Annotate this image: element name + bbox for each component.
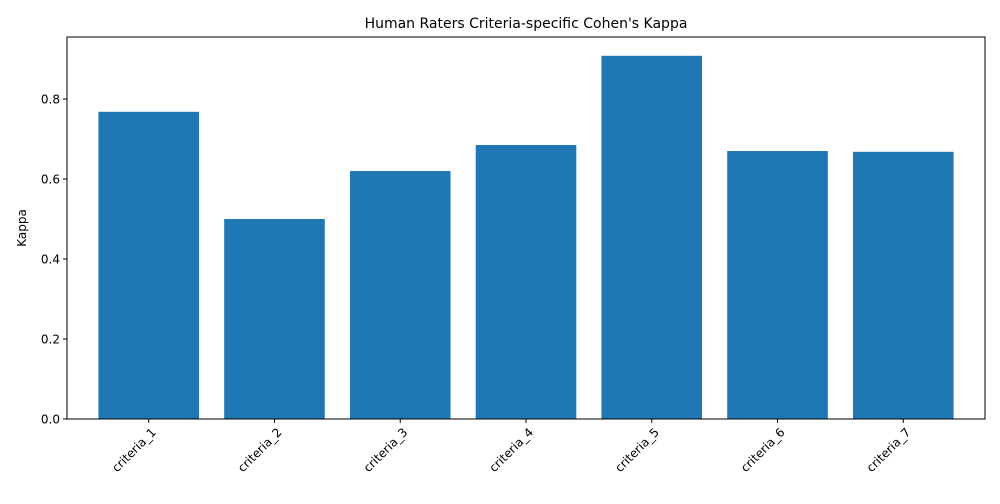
x-tick-label: criteria_2: [235, 425, 285, 475]
y-tick-label: 0.4: [41, 253, 60, 267]
chart-title: Human Raters Criteria-specific Cohen's K…: [365, 16, 688, 32]
y-tick-label: 0.0: [41, 413, 60, 427]
x-tick-label: criteria_7: [864, 425, 914, 475]
y-tick-label: 0.2: [41, 333, 60, 347]
x-tick-label: criteria_3: [361, 425, 411, 475]
y-axis-label: Kappa: [15, 209, 29, 247]
bar-criteria_5: [601, 55, 703, 420]
x-tick-label: criteria_1: [109, 425, 159, 475]
bars-group: [98, 55, 954, 420]
y-axis-ticks: 0.0 0.2 0.4 0.6 0.8: [41, 93, 67, 427]
bar-criteria_4: [475, 145, 577, 419]
x-tick-label: criteria_4: [486, 425, 536, 475]
bar-criteria_3: [349, 171, 451, 419]
y-tick-label: 0.6: [41, 173, 60, 187]
x-tick-label: criteria_6: [738, 425, 788, 475]
plot-frame: [66, 36, 986, 420]
bar-criteria_7: [852, 151, 954, 420]
x-axis-ticks: criteria_1 criteria_2 criteria_3 criteria_4…: [109, 419, 913, 475]
bar-criteria_1: [98, 111, 200, 420]
bar-criteria_6: [727, 151, 828, 419]
y-tick-label: 0.8: [41, 93, 60, 107]
x-tick-label: criteria_5: [612, 425, 662, 475]
bar-criteria_2: [224, 219, 325, 419]
